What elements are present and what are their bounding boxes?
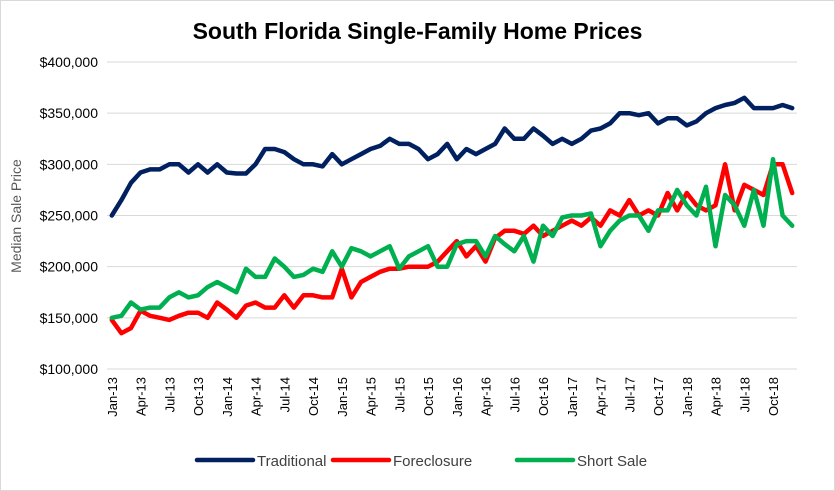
- series-line-foreclosure: [109, 162, 795, 336]
- y-tick-label: $100,000: [40, 361, 99, 377]
- x-tick-label: Oct-18: [766, 377, 781, 416]
- y-axis-label: Median Sale Price: [8, 159, 24, 273]
- y-axis-ticks: $100,000 $150,000 $200,000 $250,000 $300,000…: [40, 54, 99, 377]
- series-line-traditional: [109, 95, 795, 218]
- x-tick-label: Jul-13: [162, 377, 177, 412]
- x-tick-label: Jul-14: [277, 377, 292, 412]
- x-tick-label: Apr-13: [134, 377, 149, 416]
- x-tick-label: Jul-18: [737, 377, 752, 412]
- y-tick-label: $300,000: [40, 156, 99, 172]
- x-tick-label: Jul-15: [392, 377, 407, 412]
- y-tick-label: $200,000: [40, 259, 99, 275]
- x-axis-ticks: Jan-13 Apr-13 Jul-13 Oct-13 Jan-14 Apr-14 Jul-…: [105, 377, 781, 417]
- legend: Traditional Foreclosure Short Sale: [194, 453, 647, 470]
- legend-label: Foreclosure: [393, 453, 472, 470]
- x-tick-label: Oct-15: [421, 377, 436, 416]
- y-tick-label: $250,000: [40, 208, 99, 224]
- series-line-short-sale: [109, 156, 795, 321]
- x-tick-label: Jan-15: [335, 377, 350, 417]
- x-tick-label: Apr-14: [249, 377, 264, 416]
- series-lines: [109, 95, 795, 336]
- x-tick-label: Apr-17: [594, 377, 609, 416]
- y-tick-label: $350,000: [40, 105, 99, 121]
- x-tick-label: Jul-17: [622, 377, 637, 412]
- x-tick-label: Apr-16: [479, 377, 494, 416]
- x-tick-label: Apr-15: [364, 377, 379, 416]
- x-tick-label: Oct-13: [191, 377, 206, 416]
- chart-title: South Florida Single-Family Home Prices: [192, 18, 643, 44]
- x-tick-label: Jan-13: [105, 377, 120, 417]
- x-tick-label: Jan-16: [450, 377, 465, 417]
- x-tick-label: Jul-16: [507, 377, 522, 412]
- x-tick-label: Jan-14: [220, 377, 235, 417]
- x-tick-label: Oct-16: [536, 377, 551, 416]
- legend-label: Short Sale: [577, 453, 647, 470]
- y-tick-label: $150,000: [40, 310, 99, 326]
- x-tick-label: Jan-17: [565, 377, 580, 417]
- legend-label: Traditional: [257, 453, 326, 470]
- x-tick-label: Oct-14: [306, 377, 321, 416]
- gridlines: [107, 61, 797, 319]
- x-tick-label: Jan-18: [680, 377, 695, 417]
- x-tick-label: Apr-18: [709, 377, 724, 416]
- x-tick-label: Oct-17: [651, 377, 666, 416]
- y-tick-label: $400,000: [40, 54, 99, 70]
